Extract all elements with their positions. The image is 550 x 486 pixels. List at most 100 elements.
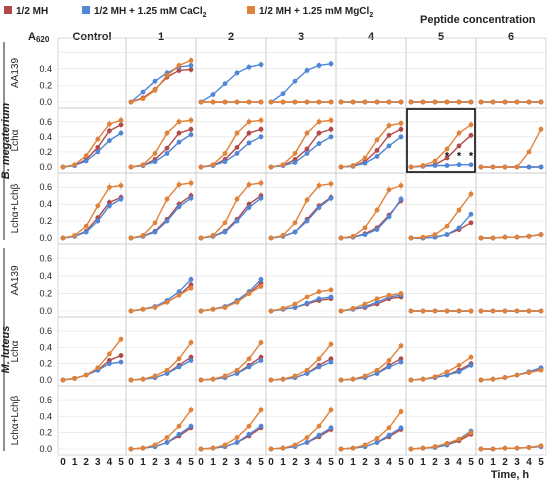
peptide-concentration-label: Peptide concentration [420,14,536,26]
data-point [490,235,496,241]
data-point [60,235,66,241]
data-point [222,229,228,235]
data-point [95,218,101,224]
data-point [234,196,240,202]
data-point [292,160,298,165]
data-point [468,122,474,128]
data-point [514,164,520,170]
series-line [200,342,262,381]
data-point [118,353,124,358]
data-point [246,119,252,125]
data-point [398,99,404,105]
y-tick-label: 0.0 [39,306,52,316]
panel-border [57,385,127,456]
panel [405,172,477,245]
data-point [538,367,544,373]
data-point [258,407,264,413]
data-point [222,220,228,226]
legend-swatch-cacl2 [82,6,90,14]
data-point [386,187,392,193]
series-line [200,427,262,450]
x-tick-label: 5 [328,457,334,468]
panel [265,37,337,109]
series-line [62,184,122,239]
data-point [386,99,392,105]
data-point [140,233,146,238]
data-point [456,99,462,105]
series-line [62,198,122,239]
data-point [176,204,182,210]
data-point [292,301,298,307]
x-tick-label: 2 [83,457,89,468]
row-label: Lchα [10,340,21,362]
y-tick-label: 0.0 [39,97,52,107]
data-point [316,432,322,438]
series-line [130,425,192,450]
data-point [304,218,310,224]
panel [265,172,337,245]
data-point [444,163,450,168]
series-line [410,363,472,381]
data-point [95,203,101,209]
data-point [258,423,264,429]
data-point [432,374,438,380]
x-tick-label: 2 [152,457,158,468]
data-point [386,364,392,370]
data-point [128,164,134,170]
data-point [128,308,134,314]
data-point [83,229,89,235]
data-point [304,146,310,152]
x-tick-label: 5 [398,457,404,468]
data-point [304,99,310,105]
data-point [128,99,134,105]
series-line [130,128,192,168]
data-point [328,99,334,105]
series-line [200,278,262,312]
y-tick-label: 0.6 [39,182,52,192]
panel [57,37,127,109]
x-tick-label: 3 [164,457,170,468]
data-point [304,130,310,136]
data-point [304,294,310,300]
x-tick-label: 1 [490,457,496,468]
data-point [526,444,532,450]
data-point [152,373,158,379]
data-point [328,181,334,187]
panel [335,243,407,318]
data-point [188,126,194,132]
data-point [198,235,204,241]
data-point [164,151,170,156]
panel [335,385,407,456]
data-point [490,164,496,170]
data-point [328,425,334,431]
data-point [107,351,112,357]
data-point [538,443,544,449]
data-point [188,58,194,63]
x-tick-label: 4 [107,457,113,468]
data-point [152,151,158,156]
data-point [140,96,146,102]
panel-border [265,172,337,245]
panel-border [195,243,267,318]
series-line [270,343,332,381]
data-point [398,120,404,126]
data-point [304,151,310,156]
series-line [200,282,262,312]
series-line [270,409,332,450]
data-point [198,308,204,314]
data-point [514,308,520,314]
panel [475,172,547,245]
panel [57,385,127,456]
data-point [210,233,216,238]
data-point [432,163,438,168]
series-line [270,361,332,381]
data-point [60,377,66,383]
data-point [328,134,334,140]
data-point [152,78,158,84]
data-point [198,446,204,452]
data-point [188,358,194,363]
series-line [481,445,542,450]
data-point [374,296,380,302]
data-point [72,375,77,381]
y-tick-label: 0.2 [39,359,52,369]
